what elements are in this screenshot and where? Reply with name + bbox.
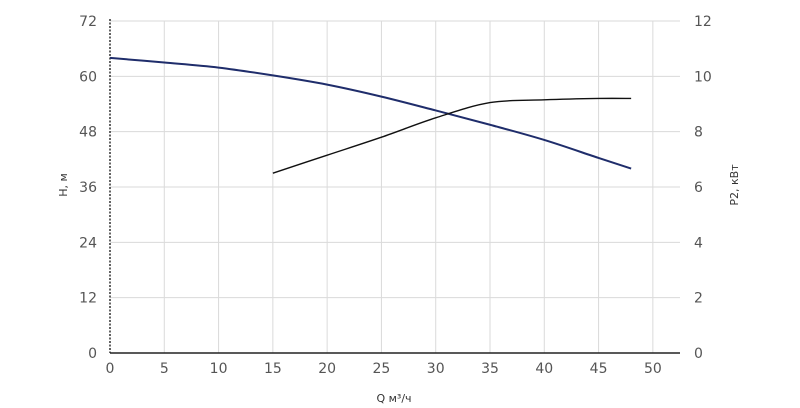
y-right-tick-label: 2 bbox=[694, 291, 703, 307]
y-right-tick-label: 4 bbox=[694, 235, 703, 251]
axes bbox=[109, 19, 680, 354]
y-right-tick-label: 6 bbox=[694, 180, 703, 196]
y-axis-left-label: H, м bbox=[57, 173, 70, 197]
y-left-tick-label: 36 bbox=[79, 180, 97, 196]
y-right-tick-label: 10 bbox=[694, 69, 712, 85]
x-tick-label: 15 bbox=[264, 361, 282, 377]
series-lines bbox=[109, 56, 632, 174]
y-right-tick-label: 12 bbox=[694, 14, 712, 30]
y-left-tick-label: 12 bbox=[79, 291, 97, 307]
x-tick-label: 45 bbox=[590, 361, 608, 377]
y-axis-right-label: P2, кВт bbox=[728, 164, 741, 206]
y-right-tick-label: 8 bbox=[694, 125, 703, 141]
y-left-tick-label: 24 bbox=[79, 235, 97, 251]
x-tick-label: 5 bbox=[160, 361, 169, 377]
y-left-tick-label: 0 bbox=[88, 346, 97, 362]
x-tick-label: 30 bbox=[427, 361, 445, 377]
x-tick-label: 40 bbox=[535, 361, 553, 377]
tick-labels: 0 5 10 15 20 25 30 35 40 45 5001224364860720246810… bbox=[79, 14, 712, 377]
y-left-tick-label: 60 bbox=[79, 69, 97, 85]
y-left-tick-label: 48 bbox=[79, 125, 97, 141]
x-tick-label: 0 bbox=[106, 361, 115, 377]
grid bbox=[110, 20, 680, 353]
y-left-tick-label: 72 bbox=[79, 14, 97, 30]
x-axis-label: Q м³/ч bbox=[376, 392, 411, 405]
x-tick-label: 25 bbox=[373, 361, 391, 377]
y-right-tick-label: 0 bbox=[694, 346, 703, 362]
head-curve-line bbox=[109, 56, 632, 170]
x-tick-label: 50 bbox=[644, 361, 662, 377]
x-tick-label: 20 bbox=[318, 361, 336, 377]
x-tick-label: 10 bbox=[210, 361, 228, 377]
x-tick-label: 35 bbox=[481, 361, 499, 377]
power-curve-line bbox=[272, 97, 632, 174]
